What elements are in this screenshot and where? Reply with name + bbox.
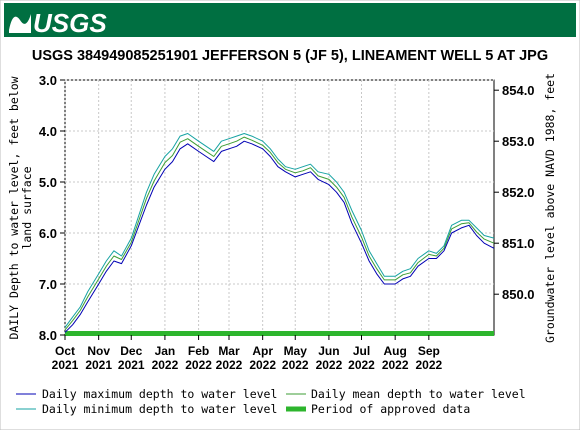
x-tick-label-year: 2022	[316, 358, 343, 372]
x-tick-label-year: 2022	[185, 358, 212, 372]
left-tick-label: 5.0	[39, 175, 57, 190]
right-axis: 854.0 853.0 852.0 851.0 850.0	[494, 83, 535, 302]
left-tick-label: 4.0	[39, 124, 57, 139]
left-tick-label: 8.0	[39, 328, 57, 343]
x-tick-label-year: 2022	[249, 358, 276, 372]
x-tick-label-year: 2022	[415, 358, 442, 372]
x-tick-label-month: Oct	[55, 344, 75, 358]
legend-label-max: Daily maximum depth to water level	[42, 387, 277, 401]
x-tick-label-month: Jan	[155, 344, 176, 358]
x-tick-label-month: Jun	[318, 344, 339, 358]
x-tick-label-year: 2022	[382, 358, 409, 372]
legend-label-mean: Daily mean depth to water level	[311, 387, 526, 401]
x-tick-label-year: 2021	[85, 358, 112, 372]
usgs-wave-icon	[9, 14, 31, 33]
x-tick-label-month: Feb	[188, 344, 209, 358]
left-tick-label: 6.0	[39, 226, 57, 241]
x-tick-label-year: 2022	[282, 358, 309, 372]
legend-item-mean: Daily mean depth to water level	[286, 387, 526, 401]
legend-label-min: Daily minimum depth to water level	[42, 402, 277, 416]
left-tick-label: 7.0	[39, 277, 57, 292]
series-line-mean	[64, 136, 495, 331]
usgs-header-bar	[4, 3, 576, 37]
left-tick-label: 3.0	[39, 73, 57, 88]
left-axis-label-line2: land surface	[20, 166, 34, 249]
plot-area	[64, 79, 495, 336]
x-tick-label-month: May	[284, 344, 308, 358]
usgs-logo: USGS	[9, 8, 107, 38]
data-series	[64, 133, 495, 336]
chart-title: USGS 384949085251901 JEFFERSON 5 (JF 5),…	[32, 48, 548, 64]
right-tick-label: 852.0	[502, 185, 535, 200]
left-axis-label-line1: DAILY Depth to water level, feet below	[7, 76, 21, 339]
x-tick-label-month: Apr	[252, 344, 273, 358]
x-tick-label-month: Aug	[384, 344, 407, 358]
x-tick-label-month: Jul	[353, 344, 370, 358]
x-tick-label-year: 2022	[152, 358, 179, 372]
series-line-max	[64, 140, 495, 333]
usgs-logo-text: USGS	[33, 8, 107, 38]
x-tick-label-month: Mar	[218, 344, 240, 358]
x-tick-label-year: 2022	[216, 358, 243, 372]
x-tick-label-month: Dec	[120, 344, 142, 358]
x-tick-label-month: Nov	[87, 344, 110, 358]
legend: Daily maximum depth to water level Daily…	[16, 387, 526, 416]
legend-label-approved: Period of approved data	[311, 402, 470, 416]
x-tick-label-year: 2021	[118, 358, 145, 372]
legend-item-max: Daily maximum depth to water level	[16, 387, 277, 401]
legend-item-approved: Period of approved data	[286, 402, 470, 416]
legend-item-min: Daily minimum depth to water level	[16, 402, 277, 416]
right-axis-label: Groundwater level above NAVD 1988, feet	[543, 73, 557, 343]
x-tick-label-year: 2021	[52, 358, 79, 372]
right-tick-label: 851.0	[502, 236, 535, 251]
x-axis: Oct2021Nov2021Dec2021Jan2022Feb2022Mar20…	[52, 335, 443, 372]
series-line-min	[64, 133, 495, 328]
left-axis: 3.0 4.0 5.0 6.0 7.0 8.0	[39, 73, 65, 343]
right-tick-label: 850.0	[502, 287, 535, 302]
x-tick-label-year: 2022	[348, 358, 375, 372]
x-tick-label-month: Sep	[418, 344, 440, 358]
right-tick-label: 853.0	[502, 134, 535, 149]
right-tick-label: 854.0	[502, 83, 535, 98]
